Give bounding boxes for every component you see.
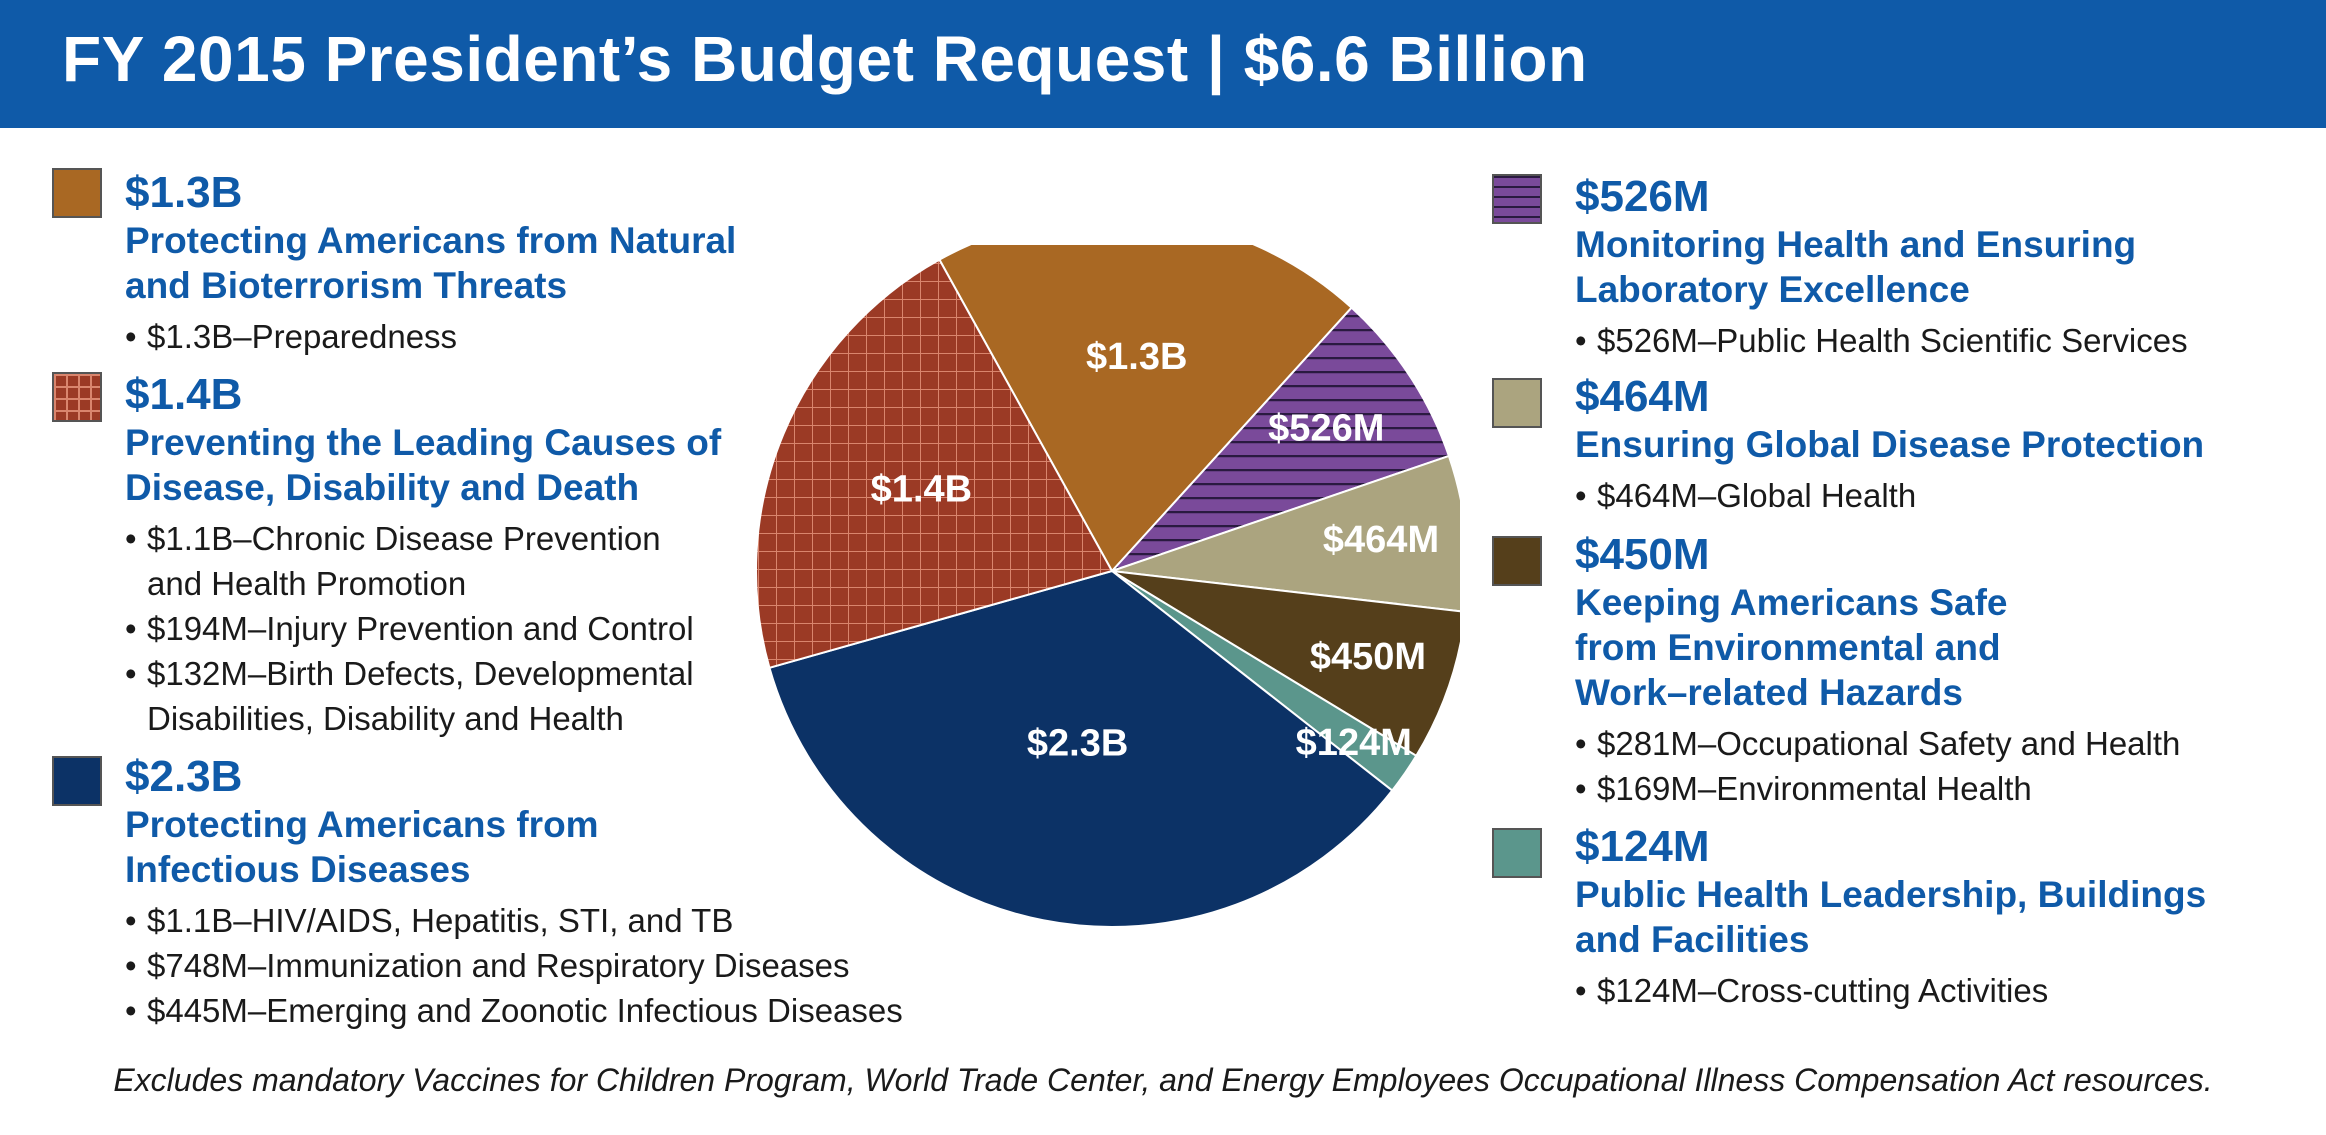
legend-heading: Ensuring Global Disease Protection	[1575, 424, 2205, 465]
legend-entry-preparedness: $1.3B Protecting Americans from Natural …	[52, 168, 772, 359]
legend-item: $464M–Global Health	[1575, 473, 2292, 518]
pie-slice	[938, 245, 1353, 573]
legend-entry-leadership: $124M Public Health Leadership, Building…	[1492, 822, 2292, 1013]
legend-item: $1.3B–Preparedness	[125, 314, 772, 359]
legend-swatch	[52, 168, 102, 218]
legend-heading: Public Health Leadership, Buildings and …	[1575, 874, 2207, 960]
legend-items: $1.3B–Preparedness	[125, 314, 772, 359]
legend-heading: Preventing the Leading Causes of Disease…	[125, 422, 722, 508]
pie-slice-label: $1.3B	[1086, 336, 1187, 378]
legend-items: $1.1B–HIV/AIDS, Hepatitis, STI, and TB $…	[125, 898, 952, 1033]
legend-item: $1.1B–HIV/AIDS, Hepatitis, STI, and TB	[125, 898, 952, 943]
chart-title: FY 2015 President’s Budget Request | $6.…	[62, 23, 1588, 95]
legend-heading: Keeping Americans Safe from Environmenta…	[1575, 582, 2008, 713]
legend-items: $464M–Global Health	[1575, 473, 2292, 518]
pie-slice-label: $2.3B	[1027, 723, 1128, 765]
legend-items: $526M–Public Health Scientific Services	[1575, 318, 2292, 363]
pie-slice	[1111, 306, 1451, 572]
legend-items: $124M–Cross-cutting Activities	[1575, 968, 2292, 1013]
legend-heading: Protecting Americans from Natural and Bi…	[125, 220, 737, 306]
legend-amount: $124M	[1575, 822, 1710, 871]
legend-item: $169M–Environmental Health	[1575, 766, 2292, 811]
legend-amount: $1.3B	[125, 168, 243, 217]
legend-swatch	[52, 756, 102, 806]
pie-slice-label: $450M	[1310, 636, 1426, 678]
pie-slice	[755, 258, 1114, 670]
legend-swatch	[1492, 536, 1542, 586]
legend-item: $124M–Cross-cutting Activities	[1575, 968, 2292, 1013]
legend-item: $445M–Emerging and Zoonotic Infectious D…	[125, 988, 952, 1033]
pie-chart: $1.3B $526M $464M $450M $124M $2.3B $1.4B	[755, 245, 1460, 928]
pie-slice	[768, 569, 1394, 928]
pie-slice-label: $464M	[1323, 519, 1439, 561]
legend-item: $1.1B–Chronic Disease Prevention and Hea…	[125, 516, 687, 606]
pie-slice	[1111, 570, 1460, 758]
legend-entry-laboratory-excellence: $526M Monitoring Health and Ensuring Lab…	[1492, 172, 2292, 363]
pie-slice-label: $124M	[1296, 722, 1412, 764]
legend-items: $1.1B–Chronic Disease Prevention and Hea…	[125, 516, 775, 741]
legend-entry-chronic-disease: $1.4B Preventing the Leading Causes of D…	[52, 370, 752, 741]
legend-amount: $450M	[1575, 530, 1710, 579]
legend-swatch	[1492, 828, 1542, 878]
legend-heading: Monitoring Health and Ensuring Laborator…	[1575, 224, 2137, 310]
title-banner: FY 2015 President’s Budget Request | $6.…	[0, 0, 2326, 128]
legend-entry-infectious-diseases: $2.3B Protecting Americans from Infectio…	[52, 752, 952, 1033]
legend-items: $281M–Occupational Safety and Health $16…	[1575, 721, 2292, 811]
legend-item: $281M–Occupational Safety and Health	[1575, 721, 2292, 766]
legend-item: $194M–Injury Prevention and Control	[125, 606, 775, 651]
legend-entry-environmental-hazards: $450M Keeping Americans Safe from Enviro…	[1492, 530, 2292, 811]
legend-amount: $1.4B	[125, 370, 243, 419]
legend-item: $748M–Immunization and Respiratory Disea…	[125, 943, 952, 988]
pie-slice-label: $526M	[1268, 407, 1384, 449]
legend-amount: $526M	[1575, 172, 1710, 221]
footnote: Excludes mandatory Vaccines for Children…	[113, 1062, 2213, 1098]
legend-amount: $2.3B	[125, 752, 243, 801]
legend-heading: Protecting Americans from Infectious Dis…	[125, 804, 599, 890]
legend-swatch	[52, 372, 102, 422]
pie-slice	[1111, 454, 1460, 613]
legend-amount: $464M	[1575, 372, 1710, 421]
legend-item: $526M–Public Health Scientific Services	[1575, 318, 2292, 363]
legend-entry-global-health: $464M Ensuring Global Disease Protection…	[1492, 372, 2292, 518]
legend-swatch	[1492, 378, 1542, 428]
legend-swatch	[1492, 174, 1542, 224]
legend-item: $132M–Birth Defects, Developmental Disab…	[125, 651, 747, 741]
pie-slice-label: $1.4B	[871, 469, 972, 511]
